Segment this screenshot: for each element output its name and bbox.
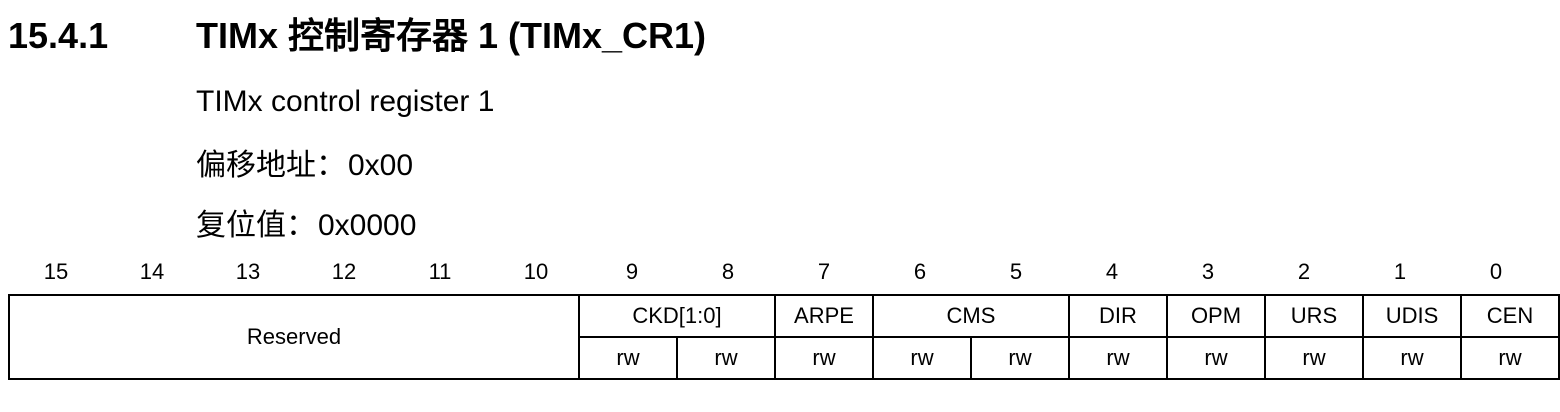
bit-number: 5 [1009,259,1023,284]
field-cen: CEN [1460,294,1560,338]
bit-number: 8 [721,259,735,284]
bit-number: 1 [1393,259,1407,284]
bit-number: 7 [817,259,831,284]
bit-number: 11 [428,259,452,284]
access-cell: rw [1362,336,1462,380]
access-cell: rw [970,336,1070,380]
access-cell: rw [774,336,874,380]
access-cell: rw [578,336,678,380]
section-number: 15.4.1 [8,15,109,56]
reset-value-text: 0x0000 [318,209,417,242]
register-subtitle: TIMx control register 1 [196,85,495,118]
access-cell: rw [1068,336,1168,380]
offset-address: 偏移地址：0x00 [196,146,413,186]
field-opm: OPM [1166,294,1266,338]
bit-number: 2 [1297,259,1311,284]
access-cell: rw [872,336,972,380]
access-cell: rw [1166,336,1266,380]
access-cell: rw [1460,336,1560,380]
offset-value: 0x00 [348,149,414,182]
field-dir: DIR [1068,294,1168,338]
bit-number: 0 [1489,259,1503,284]
field-ckd: CKD[1:0] [578,294,776,338]
reset-label: 复位值： [196,209,316,242]
field-udis: UDIS [1362,294,1462,338]
bit-number: 4 [1105,259,1119,284]
bit-number: 3 [1201,259,1215,284]
bit-number: 12 [331,259,357,284]
access-cell: rw [676,336,776,380]
access-cell: rw [1264,336,1364,380]
offset-label: 偏移地址： [196,149,346,182]
field-name-row: Reserved CKD[1:0] ARPE CMS DIR OPM URS U… [8,294,1560,380]
field-reserved: Reserved [8,294,580,380]
field-arpe: ARPE [774,294,874,338]
bit-number: 6 [913,259,927,284]
access-row: rw rw rw rw rw rw rw rw rw rw [9,336,1560,380]
register-bit-table: Reserved CKD[1:0] ARPE CMS DIR OPM URS U… [8,294,1560,380]
section-title: TIMx 控制寄存器 1 (TIMx_CR1) [196,15,707,56]
bit-number: 10 [523,259,549,284]
field-cms: CMS [872,294,1070,338]
bit-number: 14 [139,259,165,284]
reset-value: 复位值：0x0000 [196,206,416,246]
bit-number: 13 [235,259,261,284]
bit-number: 15 [43,259,69,284]
bit-number: 9 [625,259,639,284]
field-urs: URS [1264,294,1364,338]
